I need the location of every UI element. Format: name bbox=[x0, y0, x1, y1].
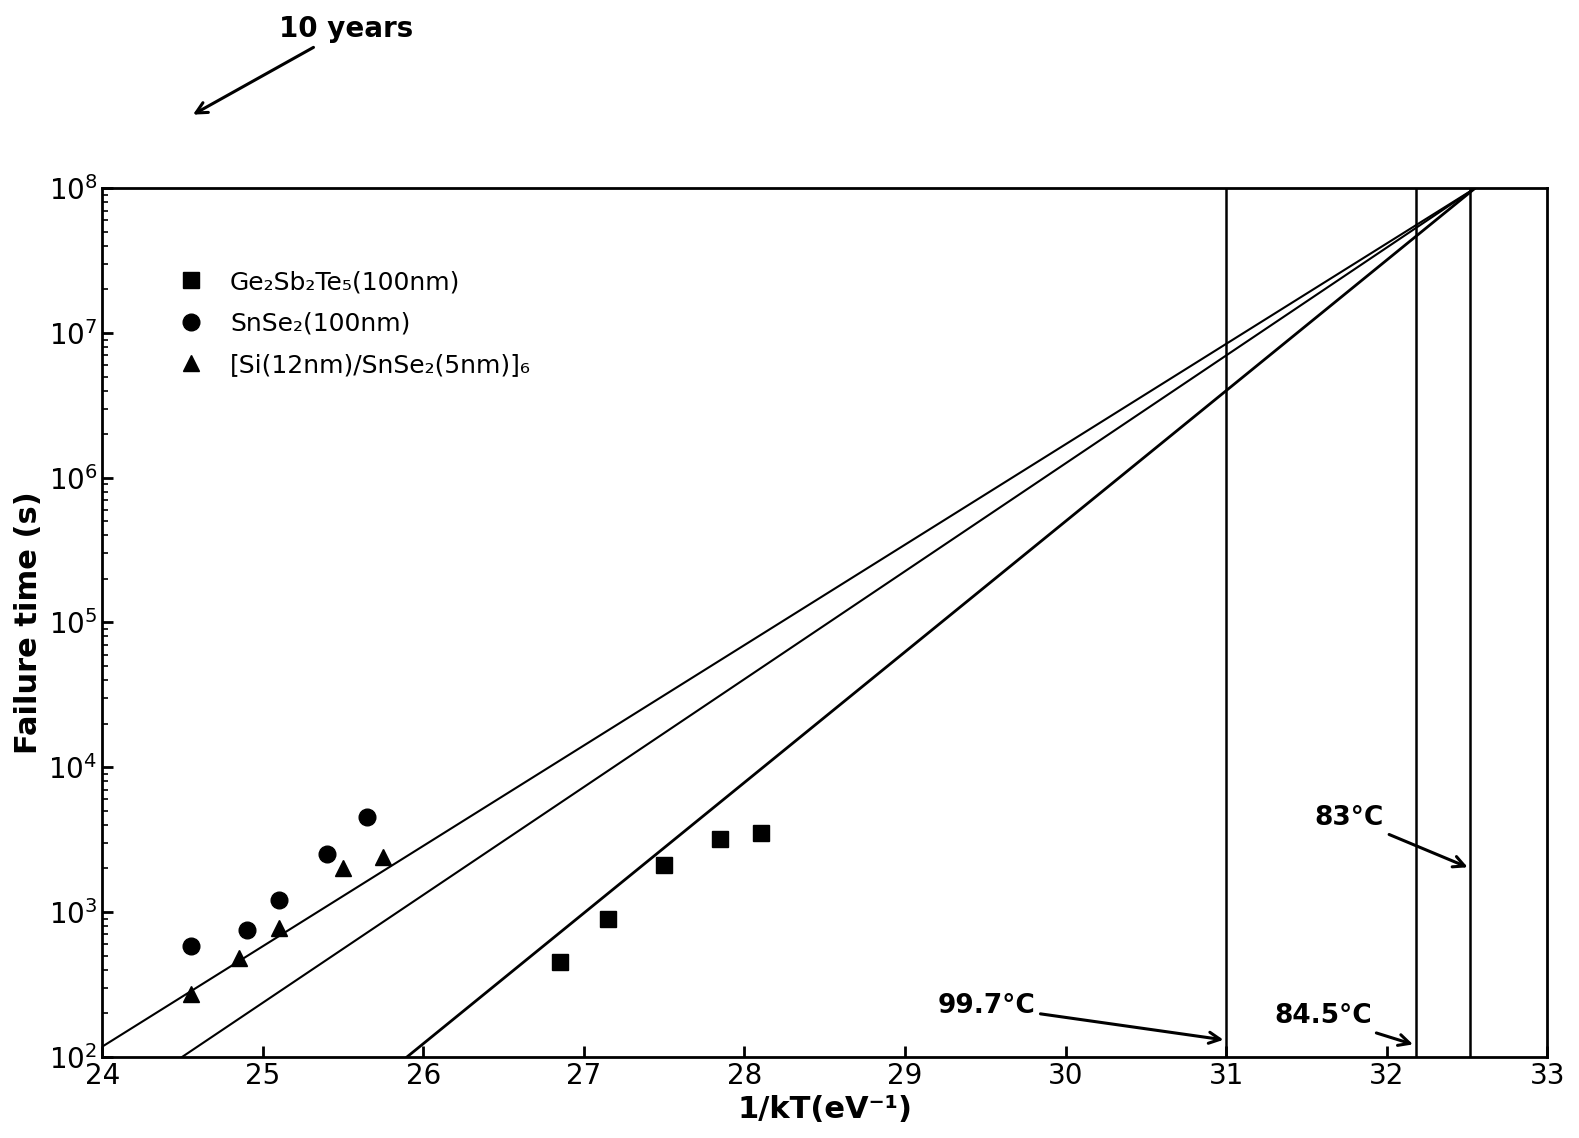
Y-axis label: Failure time (s): Failure time (s) bbox=[14, 492, 43, 753]
Line: Ge₂Sb₂Te₅(100nm): Ge₂Sb₂Te₅(100nm) bbox=[551, 825, 769, 971]
[Si(12nm)/SnSe₂(5nm)]₆ bbox=[374, 850, 393, 864]
Line: SnSe₂(100nm): SnSe₂(100nm) bbox=[182, 809, 376, 955]
SnSe₂(100nm) bbox=[182, 939, 201, 953]
Ge₂Sb₂Te₅(100nm) bbox=[655, 858, 674, 872]
Ge₂Sb₂Te₅(100nm) bbox=[598, 912, 617, 925]
Line: [Si(12nm)/SnSe₂(5nm)]₆: [Si(12nm)/SnSe₂(5nm)]₆ bbox=[182, 849, 392, 1003]
SnSe₂(100nm) bbox=[270, 893, 289, 907]
SnSe₂(100nm) bbox=[237, 923, 256, 937]
Ge₂Sb₂Te₅(100nm) bbox=[752, 826, 771, 840]
[Si(12nm)/SnSe₂(5nm)]₆ bbox=[182, 988, 201, 1001]
Text: 84.5°C: 84.5°C bbox=[1274, 1004, 1410, 1046]
SnSe₂(100nm) bbox=[358, 810, 377, 824]
Text: 10 years: 10 years bbox=[196, 15, 414, 113]
X-axis label: 1/kT(eV⁻¹): 1/kT(eV⁻¹) bbox=[737, 1095, 913, 1124]
Ge₂Sb₂Te₅(100nm) bbox=[551, 955, 570, 968]
Text: 83°C: 83°C bbox=[1315, 805, 1465, 867]
Ge₂Sb₂Te₅(100nm) bbox=[711, 832, 729, 846]
Text: 99.7°C: 99.7°C bbox=[938, 993, 1221, 1044]
[Si(12nm)/SnSe₂(5nm)]₆ bbox=[229, 951, 248, 965]
[Si(12nm)/SnSe₂(5nm)]₆ bbox=[333, 861, 352, 875]
Legend: Ge₂Sb₂Te₅(100nm), SnSe₂(100nm), [Si(12nm)/SnSe₂(5nm)]₆: Ge₂Sb₂Te₅(100nm), SnSe₂(100nm), [Si(12nm… bbox=[172, 270, 531, 377]
SnSe₂(100nm) bbox=[317, 848, 336, 861]
[Si(12nm)/SnSe₂(5nm)]₆ bbox=[270, 921, 289, 934]
